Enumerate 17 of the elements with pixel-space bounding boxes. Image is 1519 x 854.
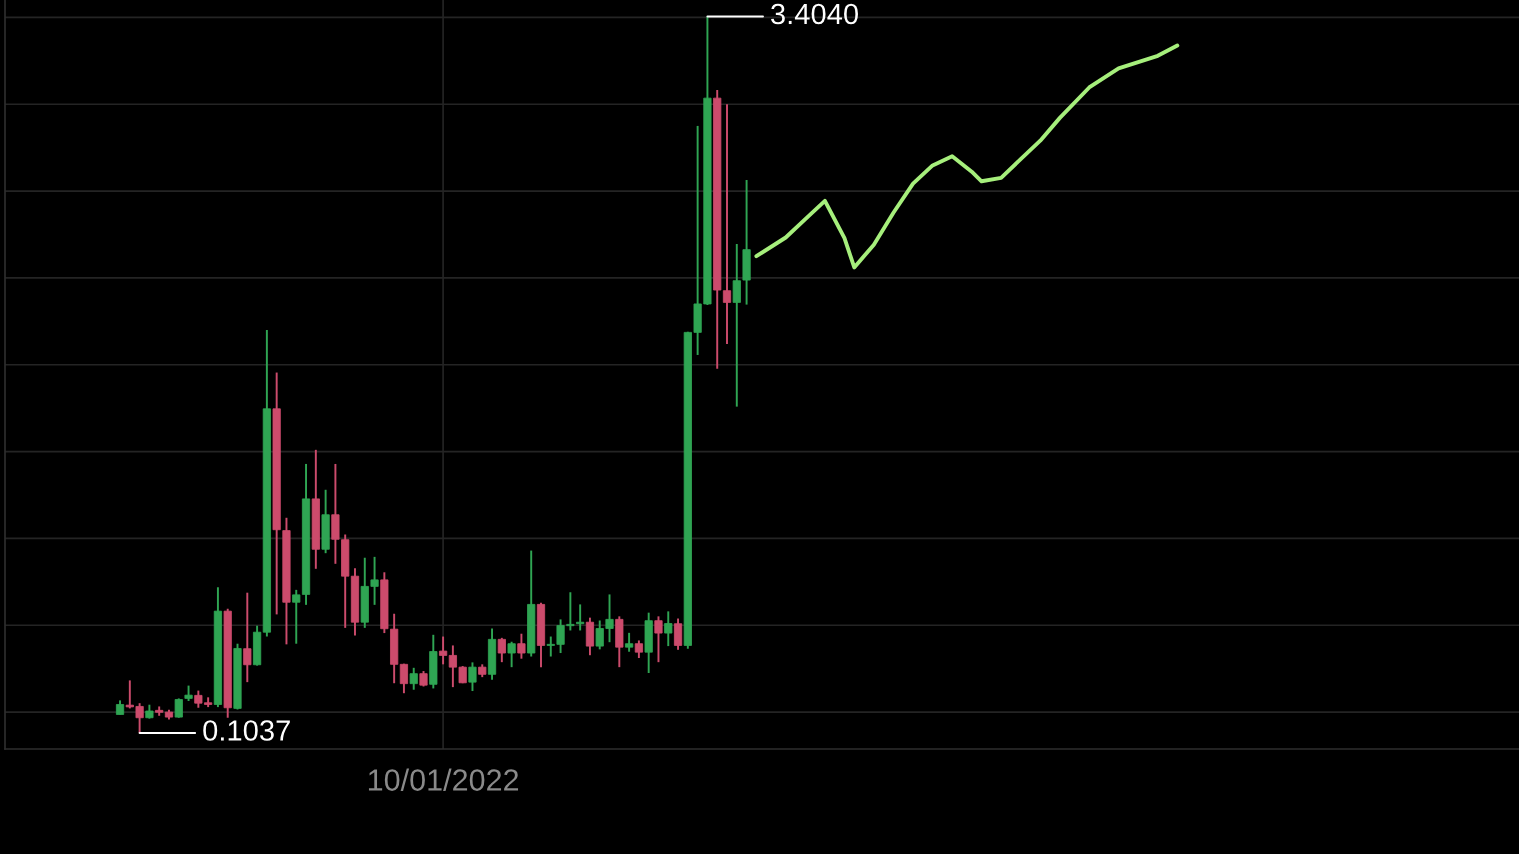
candlestick bbox=[497, 636, 506, 664]
candlestick bbox=[585, 616, 595, 657]
candlestick bbox=[664, 610, 673, 648]
candlestick bbox=[174, 697, 183, 719]
candlestick bbox=[468, 661, 477, 692]
annotation: 3.4040 bbox=[771, 3, 858, 25]
annotation: 0.1037 bbox=[203, 720, 290, 741]
candlestick bbox=[625, 631, 634, 653]
candlestick bbox=[654, 615, 663, 664]
candlestick bbox=[243, 591, 252, 684]
candlestick bbox=[409, 666, 418, 691]
candlestick bbox=[439, 635, 448, 666]
candlestick bbox=[517, 632, 526, 660]
candlestick bbox=[673, 617, 683, 651]
x-tick-label: 10/01/2022 bbox=[368, 768, 519, 791]
candlestick bbox=[507, 640, 516, 669]
candlestick bbox=[399, 662, 409, 695]
